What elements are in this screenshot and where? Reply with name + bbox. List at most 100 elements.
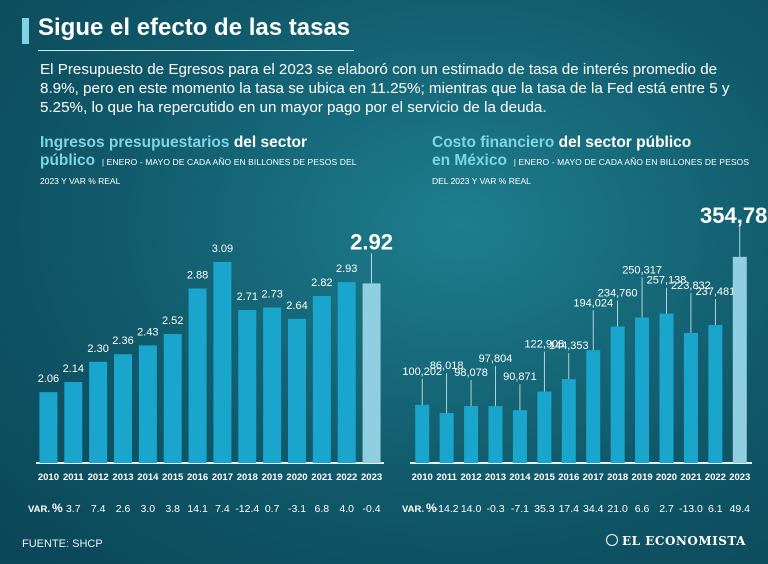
left-var-label: VAR. xyxy=(28,504,50,515)
left-var-value-2019: 0.7 xyxy=(265,503,280,515)
right-value-label-2019: 250,317 xyxy=(622,265,662,277)
left-value-label-2019: 2.73 xyxy=(261,288,282,300)
left-var-value-2014: 3.0 xyxy=(141,503,156,515)
right-subtitle-b: DEL 2023 Y VAR % REAL xyxy=(432,176,531,186)
right-value-label-2013: 97,804 xyxy=(479,353,513,365)
page-title: Sigue el efecto de las tasas xyxy=(38,14,351,41)
left-value-label-2013: 2.36 xyxy=(112,335,133,347)
left-var-value-2023: -0.4 xyxy=(363,503,381,515)
right-bar-2020 xyxy=(659,313,674,463)
left-var-value-2013: 2.6 xyxy=(116,503,131,515)
left-var-value-2012: 7.4 xyxy=(91,503,106,515)
right-value-label-2022: 237,481 xyxy=(695,286,735,298)
right-year-label-2010: 2010 xyxy=(412,472,433,483)
left-bar-2016 xyxy=(188,288,207,463)
left-year-label-2013: 2013 xyxy=(112,472,133,483)
right-var-value-2013: -0.3 xyxy=(486,503,504,515)
right-year-label-2017: 2017 xyxy=(583,472,604,483)
right-var-value-2011: -14.2 xyxy=(435,503,459,515)
right-year-label-2023: 2023 xyxy=(729,472,750,483)
left-value-label-2020: 2.64 xyxy=(286,300,307,312)
right-value-label-2012: 98,078 xyxy=(454,367,488,379)
left-value-label-2012: 2.30 xyxy=(87,343,108,355)
right-title-rest: del sector público xyxy=(554,134,692,151)
left-value-label-2014: 2.43 xyxy=(137,326,158,338)
right-value-label-2014: 90,871 xyxy=(503,371,537,383)
left-var-value-2018: -12.4 xyxy=(235,503,259,515)
left-year-label-2019: 2019 xyxy=(262,472,283,483)
intro-text: El Presupuesto de Egresos para el 2023 s… xyxy=(40,61,730,116)
left-subtitle-b: 2023 Y VAR % REAL xyxy=(40,176,121,186)
right-year-label-2014: 2014 xyxy=(509,472,531,483)
right-year-label-2020: 2020 xyxy=(656,472,677,483)
right-var-value-2022: 6.1 xyxy=(708,503,723,515)
left-bar-2015 xyxy=(163,334,182,463)
left-value-label-2015: 2.52 xyxy=(162,315,183,327)
title-accent-bar xyxy=(22,18,29,44)
right-var-value-2017: 34.4 xyxy=(583,503,604,515)
left-bar-2022 xyxy=(337,282,356,463)
left-value-label-2021: 2.82 xyxy=(311,277,332,289)
left-value-label-2018: 2.71 xyxy=(237,291,258,303)
right-var-value-2020: 2.7 xyxy=(659,503,674,515)
right-title-line2: en México xyxy=(432,152,507,169)
left-year-label-2023: 2023 xyxy=(361,472,382,483)
right-year-label-2016: 2016 xyxy=(558,472,579,483)
brand-mark-icon xyxy=(606,534,619,546)
left-var-value-2015: 3.8 xyxy=(165,503,180,515)
left-title-line2: público xyxy=(40,152,96,169)
right-var-value-2014: -7.1 xyxy=(511,503,529,515)
left-year-label-2015: 2015 xyxy=(162,472,184,483)
right-bar-2014 xyxy=(512,410,527,463)
right-year-label-2012: 2012 xyxy=(461,472,482,483)
right-value-label-2016: 144,353 xyxy=(549,340,589,352)
right-bar-2019 xyxy=(635,317,650,463)
left-bar-2023 xyxy=(362,283,381,463)
right-year-label-2013: 2013 xyxy=(485,472,506,483)
left-value-label-2011: 2.14 xyxy=(63,363,84,375)
right-var-value-2015: 35.3 xyxy=(534,503,555,515)
left-value-label-2022: 2.93 xyxy=(336,263,357,275)
right-year-label-2019: 2019 xyxy=(632,472,653,483)
right-bar-2013 xyxy=(488,406,503,463)
right-year-label-2011: 2011 xyxy=(436,472,457,483)
right-subtitle-a-wrap: | ENERO - MAYO DE CADA AÑO EN BILLONES D… xyxy=(511,157,750,167)
right-value-label-2018: 234,760 xyxy=(598,288,638,300)
right-bar-2012 xyxy=(464,406,479,463)
left-year-label-2018: 2018 xyxy=(237,472,258,483)
right-bar-2015 xyxy=(537,391,552,463)
left-bar-2010 xyxy=(39,392,58,463)
left-title-rest: del sector xyxy=(229,134,308,151)
left-year-label-2017: 2017 xyxy=(212,472,233,483)
right-bar-2021 xyxy=(683,332,698,463)
brand-logo: EL ECONOMISTA xyxy=(606,534,746,548)
right-year-label-2018: 2018 xyxy=(607,472,628,483)
right-chart-title-line2: en México | ENERO - MAYO DE CADA AÑO EN … xyxy=(432,152,749,171)
right-value-label-2017: 194,024 xyxy=(573,297,613,309)
left-var-value-2011: 3.7 xyxy=(66,503,81,515)
right-var-pct-sign: % xyxy=(426,501,437,515)
left-bar-2018 xyxy=(238,309,257,463)
right-var-value-2023: 49.4 xyxy=(730,503,751,515)
left-var-value-2020: -3.1 xyxy=(288,503,306,515)
right-subtitle-a: ENERO - MAYO DE CADA AÑO EN BILLONES DE … xyxy=(518,157,750,167)
left-chart-title: Ingresos presupuestarios del sector xyxy=(40,134,307,152)
right-year-label-2021: 2021 xyxy=(680,472,702,483)
left-value-label-2010: 2.06 xyxy=(38,373,59,385)
left-bar-2019 xyxy=(263,307,282,463)
left-subtitle-a: ENERO - MAYO DE CADA AÑO EN BILLONES DE … xyxy=(106,157,357,167)
left-value-label-2016: 2.88 xyxy=(187,269,208,281)
left-year-label-2022: 2022 xyxy=(336,472,357,483)
right-bar-2023 xyxy=(732,256,747,463)
left-bar-2021 xyxy=(312,296,331,463)
right-bar-2016 xyxy=(561,379,576,463)
left-var-pct-sign: % xyxy=(52,501,63,515)
right-year-label-2022: 2022 xyxy=(705,472,726,483)
left-bar-2017 xyxy=(213,261,232,463)
left-var-value-2021: 6.8 xyxy=(315,503,330,515)
left-year-label-2020: 2020 xyxy=(286,472,307,483)
right-bar-2011 xyxy=(439,413,454,463)
right-bar-2022 xyxy=(708,325,723,463)
left-year-label-2021: 2021 xyxy=(311,472,333,483)
